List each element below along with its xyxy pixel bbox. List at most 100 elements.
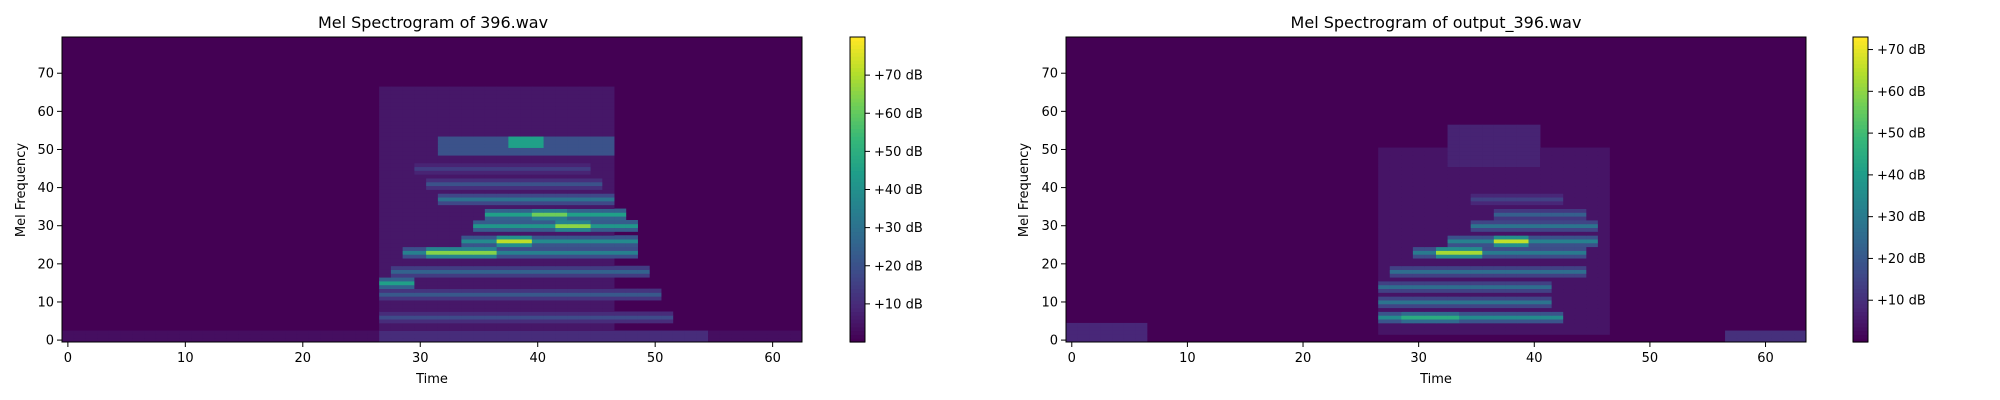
heatmap-cell [167, 334, 180, 339]
heatmap-cell [531, 300, 544, 305]
x-axis-label-2: Time [1419, 372, 1452, 387]
heatmap-cell [1516, 227, 1529, 232]
heatmap-cell [1436, 246, 1448, 251]
heatmap-cell [1482, 220, 1495, 225]
heatmap-cell [1424, 281, 1437, 286]
heatmap-cell [1412, 159, 1425, 164]
heatmap-cell [484, 181, 498, 187]
heatmap-cell [426, 269, 439, 274]
heatmap-cell [1597, 174, 1610, 179]
y-tick-label: 40 [37, 181, 54, 196]
heatmap-cell [437, 277, 451, 282]
heatmap-cell [1470, 136, 1483, 141]
heatmap-cell [379, 113, 392, 118]
heatmap-cell [1493, 204, 1506, 209]
heatmap-cell [461, 94, 474, 99]
heatmap-cell [520, 326, 533, 331]
heatmap-cell [1574, 151, 1587, 156]
heatmap-cell [543, 330, 556, 335]
heatmap-cell [473, 220, 486, 225]
colorbar-segment [1853, 193, 1868, 198]
heatmap-cell [1586, 292, 1599, 297]
heatmap-cell [520, 261, 533, 267]
heatmap-cell [567, 334, 580, 339]
heatmap-cell [367, 334, 380, 339]
heatmap-cell [1586, 159, 1599, 164]
x-tick-label: 40 [1526, 351, 1543, 366]
heatmap-cell [543, 98, 556, 103]
heatmap-cell [461, 178, 474, 183]
heatmap-cell [1378, 288, 1391, 293]
heatmap-cell [520, 227, 533, 232]
heatmap-cell [508, 86, 521, 91]
heatmap-cell [437, 113, 451, 118]
colorbar-segment [1853, 174, 1868, 179]
heatmap-cell [1412, 296, 1425, 301]
heatmap-cell [1389, 147, 1402, 152]
heatmap-cell [1586, 166, 1599, 171]
heatmap-cell [578, 170, 591, 175]
heatmap-cell [602, 159, 615, 164]
colorbar-segment [1853, 162, 1868, 168]
heatmap-cell [1389, 326, 1402, 331]
heatmap-cell [602, 170, 615, 175]
heatmap-cell [1424, 216, 1437, 221]
heatmap-cell [1401, 326, 1414, 331]
heatmap-cell [62, 338, 75, 343]
heatmap-cell [1782, 334, 1795, 339]
heatmap-cell [567, 235, 580, 240]
colorbar-segment [850, 319, 865, 324]
heatmap-cell [1563, 307, 1576, 312]
colorbar-segment [850, 75, 865, 80]
heatmap-cell [1574, 254, 1587, 259]
heatmap-cell [1516, 330, 1529, 335]
heatmap-cell [1401, 246, 1414, 251]
heatmap-cell [449, 124, 462, 129]
heatmap-cell [661, 338, 674, 343]
heatmap-cell [602, 296, 615, 301]
heatmap-cell [520, 338, 533, 343]
heatmap-cell [649, 315, 662, 320]
heatmap-cell [1528, 159, 1541, 164]
heatmap-cell [508, 181, 521, 187]
heatmap-cell [1482, 273, 1495, 278]
heatmap-cell [1401, 193, 1414, 198]
heatmap-cell [496, 315, 509, 320]
heatmap-cell [437, 300, 451, 305]
heatmap-cell [1563, 296, 1576, 301]
heatmap-cell [1759, 338, 1772, 343]
heatmap-cell [508, 265, 521, 270]
heatmap-cell [402, 242, 415, 248]
heatmap-cell [1378, 277, 1391, 282]
heatmap-cell [1436, 277, 1448, 282]
heatmap-cell [1482, 200, 1495, 206]
heatmap-cell [1412, 227, 1425, 232]
heatmap-cell [449, 284, 462, 290]
heatmap-cell [426, 208, 439, 213]
heatmap-cell [437, 147, 451, 152]
heatmap-cell [602, 113, 615, 118]
heatmap-cell [567, 204, 580, 209]
heatmap-cell [379, 124, 392, 129]
heatmap-cell [1505, 124, 1518, 129]
heatmap-cell [437, 315, 451, 320]
heatmap-cell [1378, 227, 1391, 232]
heatmap-cell [1551, 162, 1564, 168]
heatmap-cell [484, 311, 498, 316]
heatmap-cell [1470, 239, 1483, 244]
heatmap-cell [1493, 277, 1506, 282]
heatmap-cell [473, 254, 486, 259]
heatmap-cell [1528, 250, 1541, 255]
colorbar-segment [850, 269, 865, 274]
heatmap-cell [1401, 231, 1414, 236]
colorbar-segment [1853, 334, 1868, 339]
heatmap-cell [343, 330, 357, 335]
heatmap-cell [414, 319, 427, 324]
heatmap-cell [1389, 204, 1402, 209]
heatmap-cell [1482, 292, 1495, 297]
colorbar-segment [850, 166, 865, 172]
heatmap-cell [414, 101, 427, 107]
heatmap-cell [1482, 208, 1495, 213]
heatmap-cell [1378, 303, 1391, 309]
heatmap-cell [1540, 162, 1553, 168]
